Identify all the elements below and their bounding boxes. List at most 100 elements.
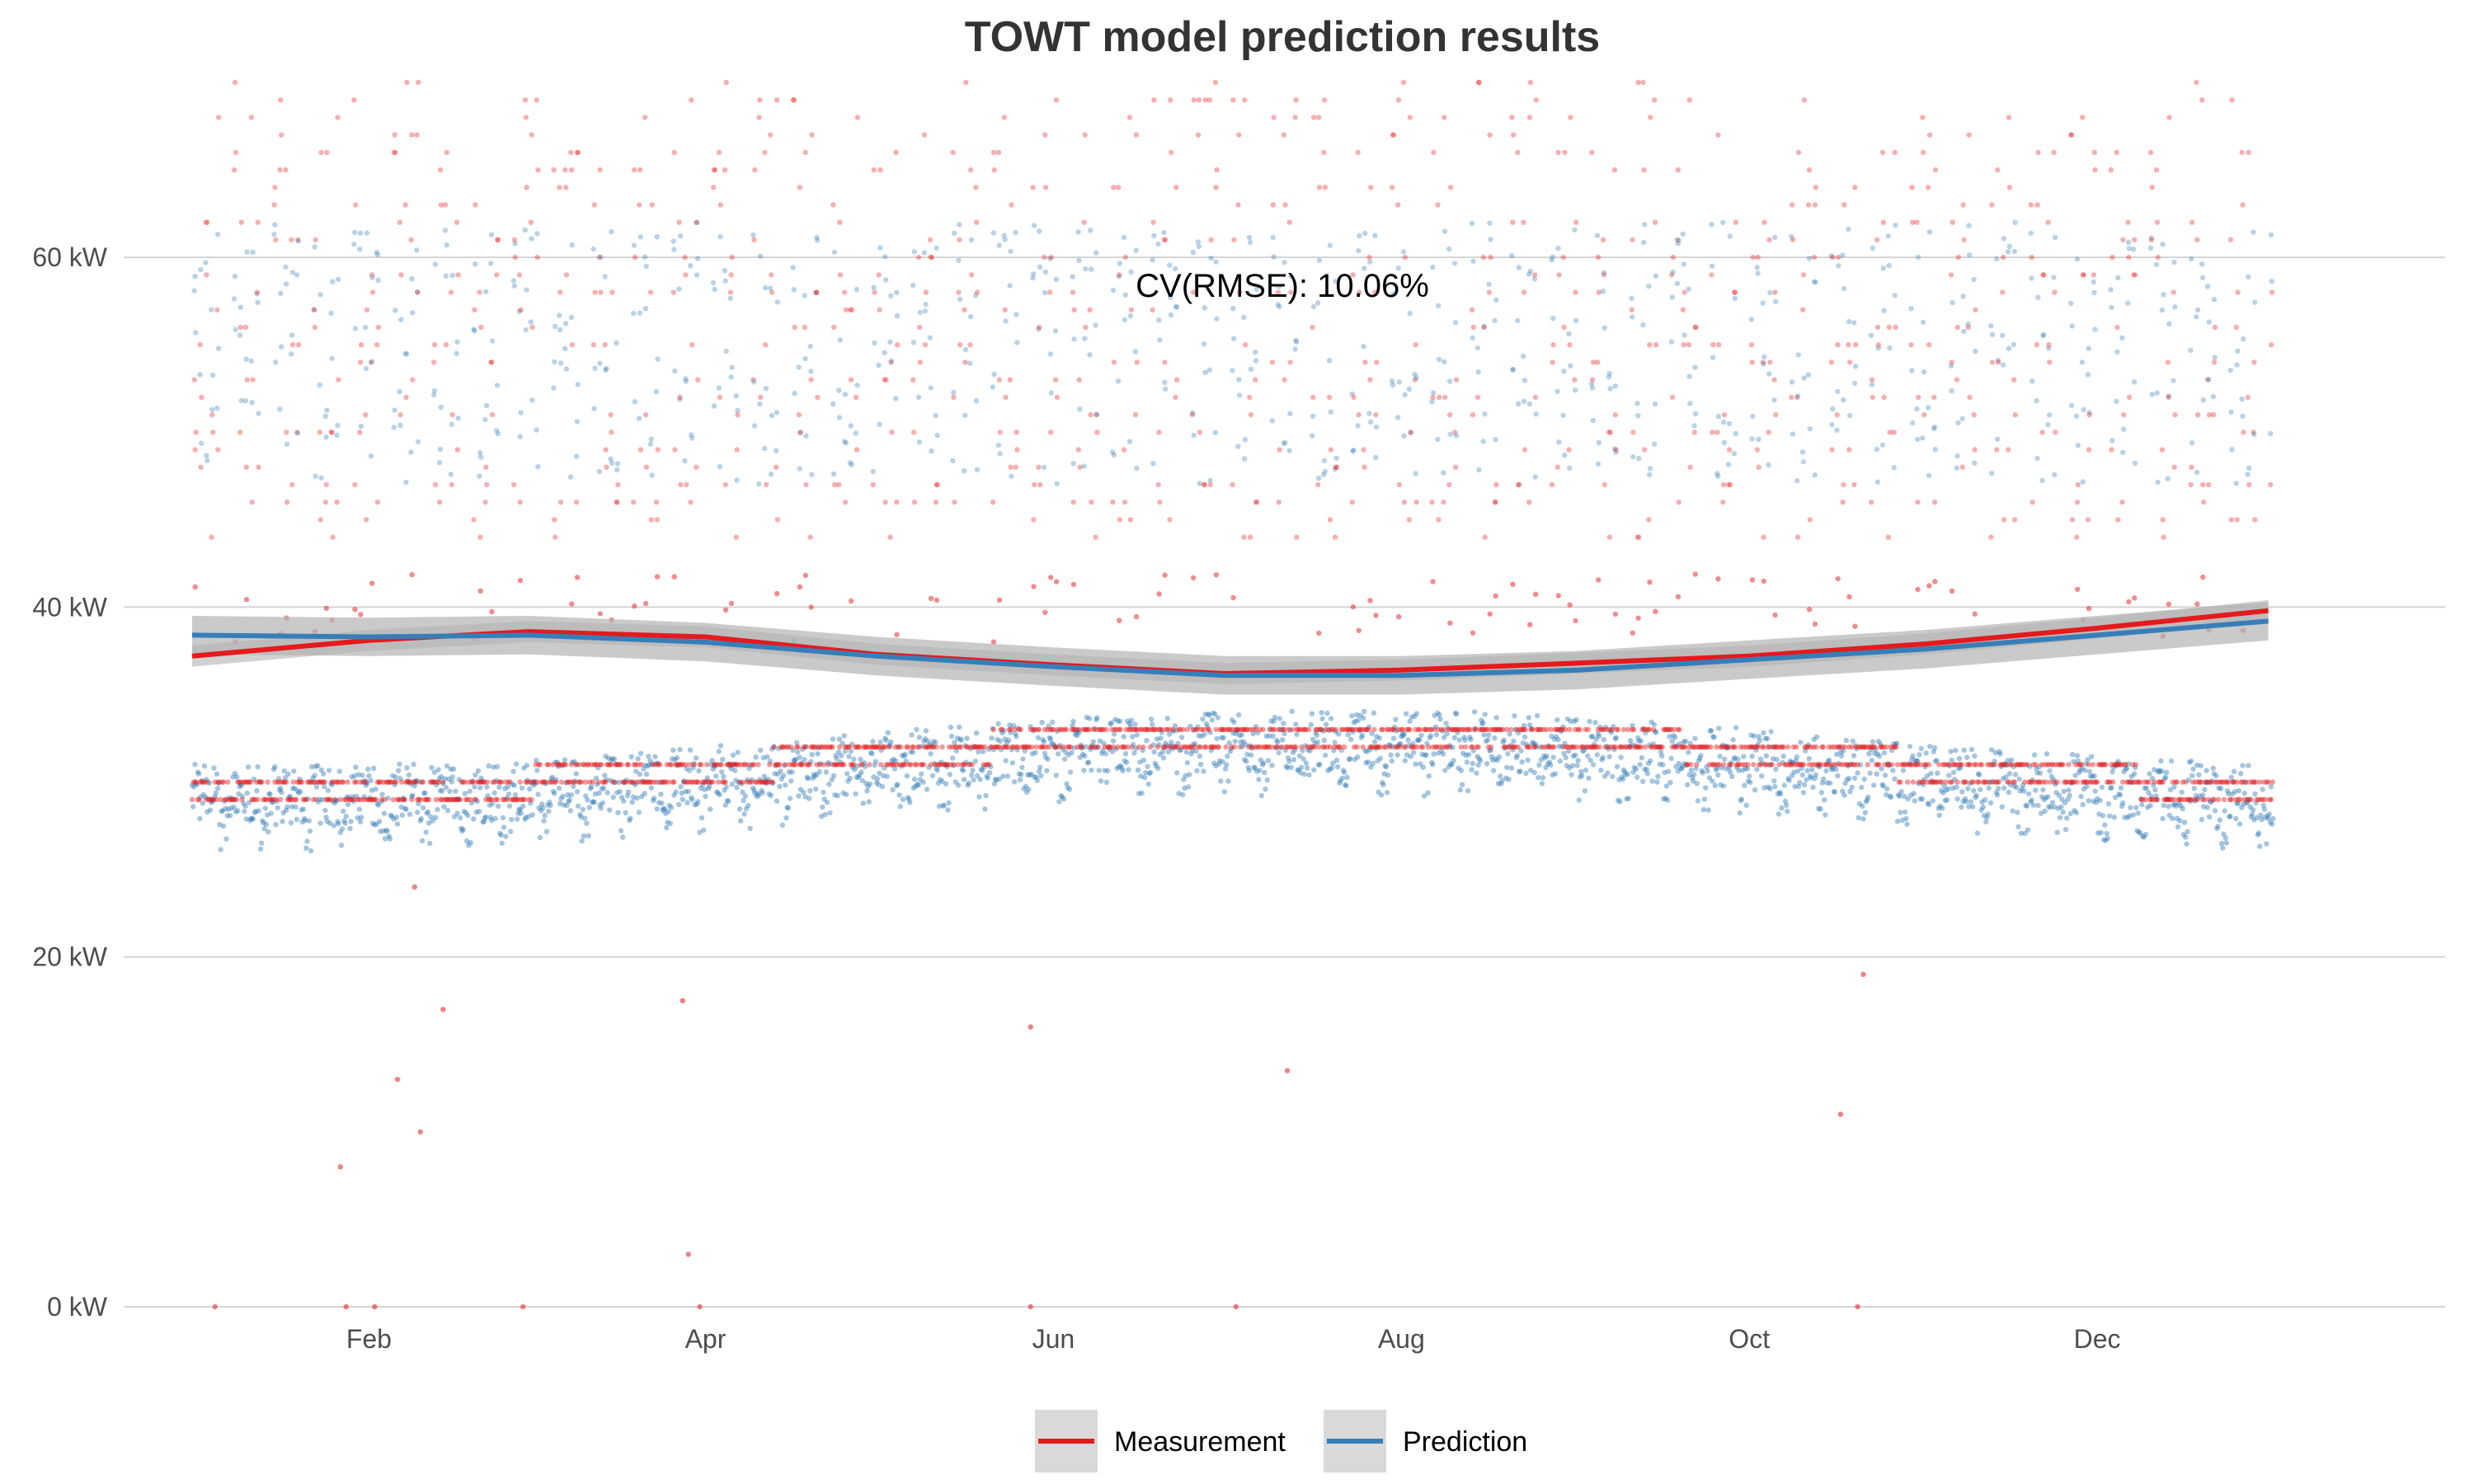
prediction-point [477,454,484,460]
prediction-point [1383,763,1390,770]
measurement-point [683,272,689,278]
prediction-point [336,276,341,282]
measurement-point [238,219,244,225]
prediction-point [651,796,657,801]
prediction-point [1017,777,1023,783]
measurement-point [1606,534,1613,540]
prediction-point [1496,754,1503,760]
measurement-point [1362,464,1367,470]
prediction-point [1771,778,1777,784]
prediction-point [897,804,904,810]
prediction-point [960,768,967,773]
prediction-point [1840,252,1846,258]
measurement-point [262,796,268,802]
measurement-point [1874,237,1880,243]
prediction-point [1846,412,1853,419]
measurement-point [225,779,231,785]
measurement-point [1141,744,1146,750]
prediction-point [1286,758,1292,764]
prediction-point [787,796,793,801]
measurement-point [1748,342,1755,348]
prediction-point [909,732,915,738]
prediction-point [1589,385,1596,391]
prediction-point [828,761,834,767]
prediction-point [1800,790,1807,796]
measurement-point [243,597,250,603]
measurement-point [797,762,802,768]
prediction-point [1087,716,1093,721]
prediction-point [823,769,830,775]
measurement-point [1007,377,1014,383]
prediction-point [1187,772,1192,777]
prediction-point [1134,465,1140,472]
measurement-point [1677,726,1682,733]
measurement-point [529,132,534,138]
prediction-point [473,809,479,815]
measurement-point [452,796,458,802]
measurement-point [208,796,214,802]
prediction-point [815,751,821,757]
prediction-point [2021,788,2027,794]
measurement-point [2109,254,2115,261]
prediction-point [485,793,491,799]
prediction-point [1230,336,1237,341]
measurement-point [842,744,849,750]
measurement-point [477,534,483,540]
measurement-point [1093,534,1098,540]
measurement-point [1435,202,1441,208]
measurement-point [1893,744,1899,750]
prediction-point [1648,758,1653,764]
measurement-point [614,499,619,505]
measurement-point [968,272,975,278]
measurement-point [1611,167,1618,173]
prediction-point [1465,752,1472,758]
prediction-point [1841,792,1847,798]
prediction-point [728,374,734,380]
prediction-point [315,763,321,768]
measurement-point [292,796,298,802]
measurement-point [235,779,241,785]
prediction-point [522,816,528,822]
prediction-point [1634,401,1640,406]
prediction-point [405,777,411,784]
measurement-point [1600,237,1606,243]
prediction-point [902,751,908,758]
prediction-point [758,747,764,754]
measurement-point [2081,272,2086,278]
prediction-point [322,783,327,790]
prediction-point [1715,473,1721,479]
prediction-point [952,230,957,236]
prediction-point [1557,758,1564,764]
prediction-point [1480,439,1486,444]
prediction-point [2131,379,2138,385]
measurement-point [648,517,655,523]
prediction-point [1780,754,1786,759]
measurement-point [374,779,380,785]
prediction-point [1504,764,1510,770]
prediction-point [1437,711,1442,718]
measurement-point [1636,534,1642,540]
prediction-point [814,234,820,241]
measurement-point [1596,577,1602,583]
prediction-point [312,773,317,778]
prediction-point [762,777,769,783]
prediction-point [255,299,261,305]
prediction-point [1241,456,1248,462]
measurement-point [232,796,238,802]
prediction-point [654,234,660,240]
prediction-point [498,832,504,838]
measurement-point [289,342,296,348]
prediction-point [1157,337,1163,343]
prediction-point [1390,735,1397,741]
measurement-point [1031,584,1037,589]
measurement-point [2091,272,2097,278]
measurement-point [1082,132,1088,138]
prediction-point [1672,735,1678,740]
prediction-point [355,815,360,821]
measurement-point [597,167,603,173]
prediction-point [1373,454,1379,461]
prediction-point [382,836,388,842]
prediction-point [2098,829,2104,836]
prediction-point [1333,758,1340,763]
measurement-point [631,499,637,505]
